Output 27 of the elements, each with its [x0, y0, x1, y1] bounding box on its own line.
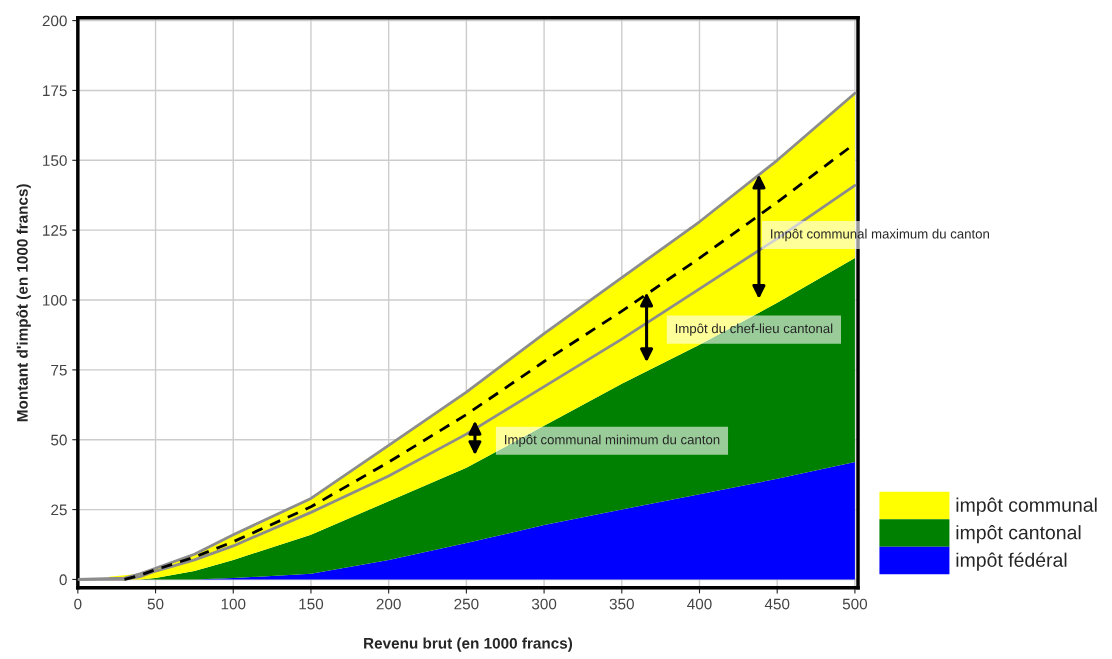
x-tick-label: 100: [221, 598, 246, 610]
legend-label: impôt cantonal: [956, 525, 1081, 544]
y-tick-label: 125: [43, 225, 67, 236]
legend-label: impôt fédéral: [956, 552, 1067, 571]
x-tick-label: 200: [376, 598, 401, 610]
legend-label: impôt communal: [956, 497, 1097, 516]
y-tick-label: 100: [43, 294, 67, 306]
x-tick-label: 400: [687, 598, 712, 610]
y-tick-label: 150: [43, 155, 67, 166]
x-tick-label: 500: [842, 598, 868, 610]
y-tick-label: 75: [51, 364, 67, 376]
x-tick-label: 150: [299, 598, 324, 610]
x-axis-title: Revenu brut (en 1000 francs): [364, 637, 573, 652]
annotation: Impôt du chef-lieu cantonal: [675, 323, 833, 336]
x-tick-label: 350: [609, 598, 634, 610]
x-tick-label: 450: [764, 598, 790, 610]
y-axis-title: Montant d'impôt (en 1000 francs): [16, 184, 31, 422]
x-tick-label: 250: [454, 598, 479, 610]
x-tick-label: 300: [531, 598, 557, 610]
y-tick-label: 175: [43, 85, 67, 97]
x-tick-label: 0: [74, 598, 82, 610]
x-tick-label: 50: [147, 598, 164, 610]
y-tick-label: 0: [59, 574, 67, 586]
y-tick-label: 200: [42, 15, 67, 27]
y-tick-label: 25: [51, 504, 67, 516]
annotation: Impôt communal maximum du canton: [771, 228, 989, 242]
y-tick-label: 50: [51, 434, 67, 446]
